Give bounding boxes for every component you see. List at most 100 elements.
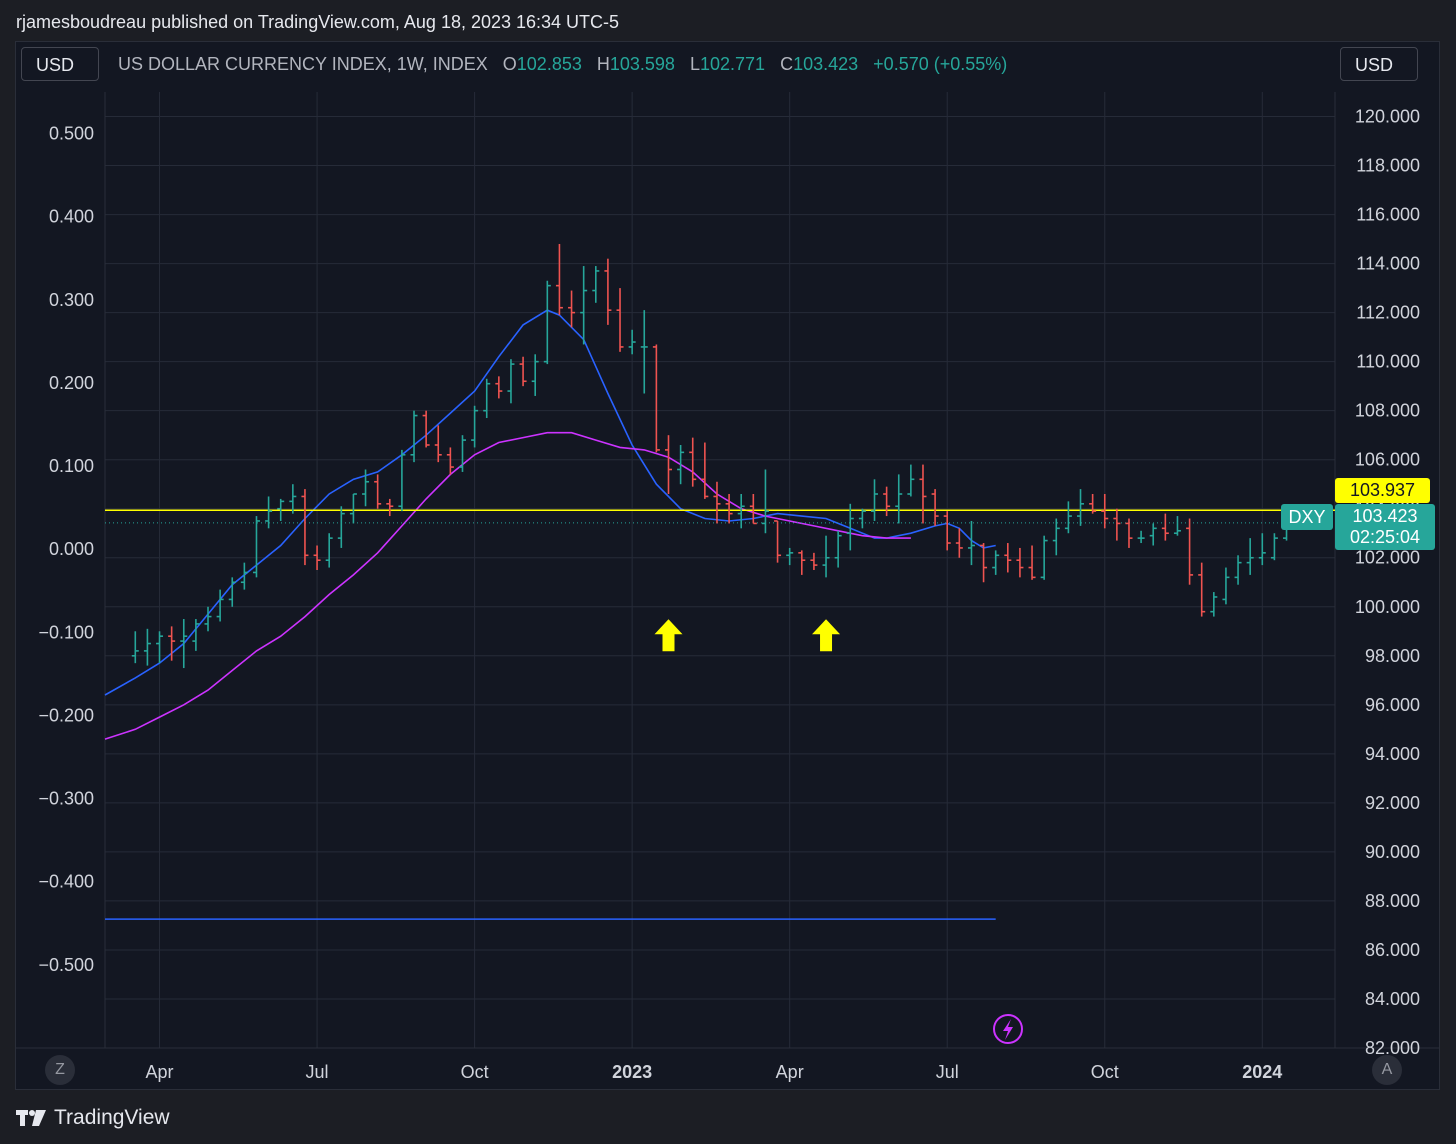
ohlc-bar xyxy=(737,494,745,529)
ohlc-bar xyxy=(471,405,479,448)
ohlc-bar xyxy=(568,290,576,328)
ohlc-bar xyxy=(701,442,709,499)
ohlc-bar xyxy=(337,506,345,548)
right-axis-tick: 110.000 xyxy=(1356,352,1420,372)
left-axis-tick: −0.500 xyxy=(38,955,94,975)
ohlc-bar xyxy=(398,449,406,512)
lightning-icon-bolt xyxy=(1003,1019,1013,1040)
right-axis-tick: 82.000 xyxy=(1365,1038,1420,1058)
left-scale-button[interactable]: Z xyxy=(45,1055,75,1085)
right-axis-tick: 86.000 xyxy=(1365,940,1420,960)
left-axis-tick: 0.000 xyxy=(49,539,94,559)
left-axis-tick: −0.300 xyxy=(38,789,94,809)
arrow-up-icon xyxy=(654,619,683,652)
last-price-tag: 103.423 02:25:04 xyxy=(1335,504,1435,550)
ohlc-bar xyxy=(846,503,854,551)
ohlc-bar xyxy=(604,258,612,325)
ohlc-bar xyxy=(628,329,636,355)
ohlc-bar xyxy=(1186,518,1194,585)
high-value: 103.598 xyxy=(609,54,675,74)
ohlc-bar xyxy=(931,489,939,526)
left-axis-tick: −0.100 xyxy=(38,622,94,642)
ohlc-bar xyxy=(555,243,563,316)
ohlc-bar xyxy=(143,628,151,666)
time-axis-label: Apr xyxy=(776,1062,804,1082)
last-price-value: 103.423 xyxy=(1352,506,1418,526)
left-currency-button[interactable]: USD xyxy=(21,47,99,81)
series xyxy=(104,309,1335,920)
right-axis-tick: 108.000 xyxy=(1355,401,1420,421)
ohlc-bar xyxy=(943,511,951,551)
ohlc-bar xyxy=(204,606,212,632)
ohlc-bar xyxy=(980,543,988,583)
ohlc-bar xyxy=(786,547,794,566)
right-axis-tick: 96.000 xyxy=(1365,695,1420,715)
high-label: H xyxy=(596,54,610,74)
ohlc-bar xyxy=(967,520,975,566)
ohlc-bar xyxy=(1004,543,1012,573)
low-value: 102.771 xyxy=(699,54,766,74)
low-label: L xyxy=(689,54,700,74)
annotations xyxy=(654,619,1023,1044)
brand-name: TradingView xyxy=(54,1106,170,1129)
right-axis-tick: 102.000 xyxy=(1355,548,1420,568)
chart-frame[interactable] xyxy=(15,41,1440,1090)
ohlc-bar xyxy=(1149,523,1157,546)
ohlc-bar xyxy=(1258,533,1266,566)
tradingview-logo[interactable]: TradingView xyxy=(16,1105,170,1131)
ohlc-bar xyxy=(955,528,963,558)
right-axis-tick: 120.000 xyxy=(1355,107,1420,127)
ohlc-bar xyxy=(325,533,333,568)
ohlc-bar xyxy=(1270,533,1278,561)
ohlc-bar xyxy=(858,508,866,529)
ohlc-bar xyxy=(362,469,370,507)
open-label: O xyxy=(502,54,517,74)
right-currency-button[interactable]: USD xyxy=(1340,47,1418,81)
ohlc-bar xyxy=(543,280,551,365)
ohlc-bar xyxy=(907,464,915,497)
open-value: 102.853 xyxy=(516,54,582,74)
ohlc-bar xyxy=(1040,535,1048,580)
ohlc-bar xyxy=(664,435,672,495)
ohlc-bar xyxy=(1028,545,1036,580)
ohlc-bar xyxy=(180,619,188,669)
left-axis-tick: 0.400 xyxy=(49,207,94,227)
ohlc-bar xyxy=(1161,513,1169,541)
ohlc-bars xyxy=(131,243,1291,669)
publisher-attribution: rjamesboudreau published on TradingView.… xyxy=(16,12,620,32)
ohlc-bar xyxy=(810,552,818,570)
ohlc-bar xyxy=(761,469,769,534)
ohlc-bar xyxy=(640,310,648,394)
auto-scale-button[interactable]: A xyxy=(1372,1055,1402,1085)
close-value: 103.423 xyxy=(793,54,859,74)
ohlc-bar xyxy=(434,425,442,463)
ohlc-bar xyxy=(1210,592,1218,617)
ohlc-bar xyxy=(749,494,757,525)
symbol-tag: DXY xyxy=(1281,504,1333,530)
lightning-icon-ring xyxy=(993,1014,1023,1044)
ohlc-bar xyxy=(992,550,1000,575)
right-axis-tick: 116.000 xyxy=(1356,205,1420,225)
ohlc-bar xyxy=(1137,530,1145,544)
right-axis-tick: 106.000 xyxy=(1355,450,1420,470)
ma-line-fast-ma xyxy=(104,309,996,696)
time-axis-label: Oct xyxy=(1091,1062,1119,1082)
hline-price-tag: 103.937 xyxy=(1335,478,1430,503)
symbol-title[interactable]: US DOLLAR CURRENCY INDEX, 1W, INDEX xyxy=(118,54,488,74)
ohlc-bar xyxy=(1234,555,1242,585)
ohlc-bar xyxy=(1077,489,1085,526)
right-axis-tick: 94.000 xyxy=(1365,744,1420,764)
ohlc-bar xyxy=(192,619,200,651)
ohlc-bar xyxy=(689,437,697,487)
ohlc-bar xyxy=(919,464,927,524)
left-axis-tick: −0.200 xyxy=(38,705,94,725)
ohlc-bar xyxy=(871,479,879,521)
ohlc-bar xyxy=(1125,518,1133,548)
ohlc-bar xyxy=(289,484,297,514)
ohlc-bar xyxy=(519,356,527,387)
ohlc-bar xyxy=(386,498,394,517)
ohlc-bar xyxy=(798,550,806,575)
ohlc-bar xyxy=(713,481,721,524)
ohlc-bar xyxy=(834,530,842,568)
